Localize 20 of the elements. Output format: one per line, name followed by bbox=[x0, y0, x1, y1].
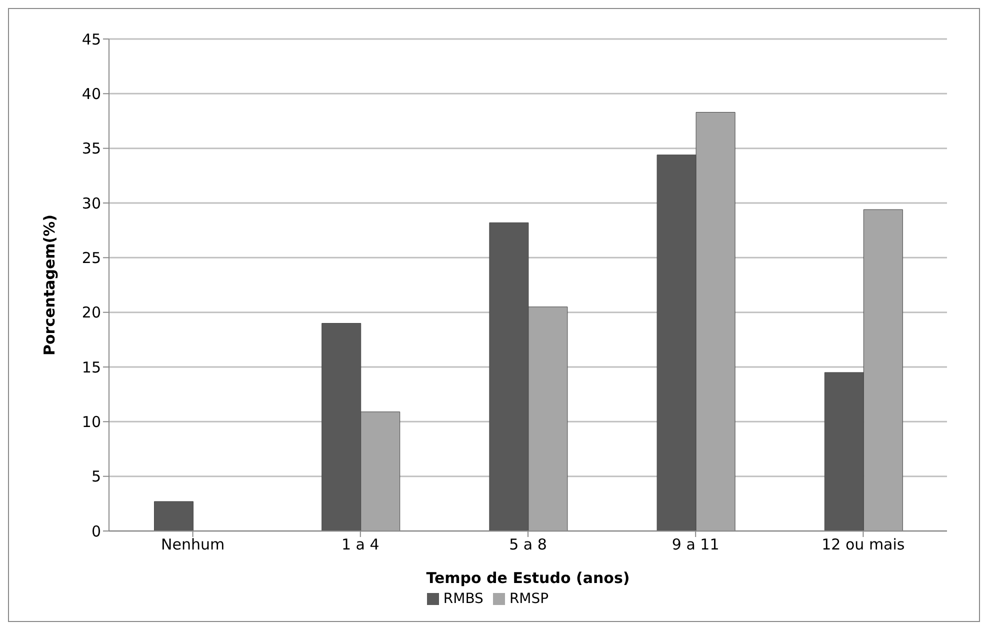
y-tick-label: 20 bbox=[82, 304, 101, 322]
x-tick-label: Nenhum bbox=[161, 536, 225, 554]
y-axis-title: Porcentagem(%) bbox=[40, 214, 58, 356]
legend-label: RMBS bbox=[443, 591, 484, 607]
x-tick-label: 1 a 4 bbox=[341, 536, 380, 554]
y-tick-label: 30 bbox=[82, 194, 101, 212]
y-tick-label: 15 bbox=[82, 358, 101, 376]
y-tick-label: 0 bbox=[91, 522, 101, 540]
bar bbox=[154, 501, 194, 531]
x-tick-label: 12 ou mais bbox=[822, 536, 905, 554]
y-tick-label: 35 bbox=[82, 140, 101, 158]
y-tick-label: 40 bbox=[82, 84, 101, 103]
y-tick-label: 45 bbox=[82, 30, 101, 48]
y-tick-label: 10 bbox=[82, 412, 101, 431]
x-tick-label: 5 a 8 bbox=[509, 536, 547, 554]
y-tick-label: 5 bbox=[91, 468, 101, 486]
x-tick-label: 9 a 11 bbox=[672, 536, 720, 554]
y-tick-label: 25 bbox=[82, 248, 101, 267]
x-axis-title: Tempo de Estudo (anos) bbox=[426, 569, 630, 587]
legend-label: RMSP bbox=[509, 591, 549, 607]
